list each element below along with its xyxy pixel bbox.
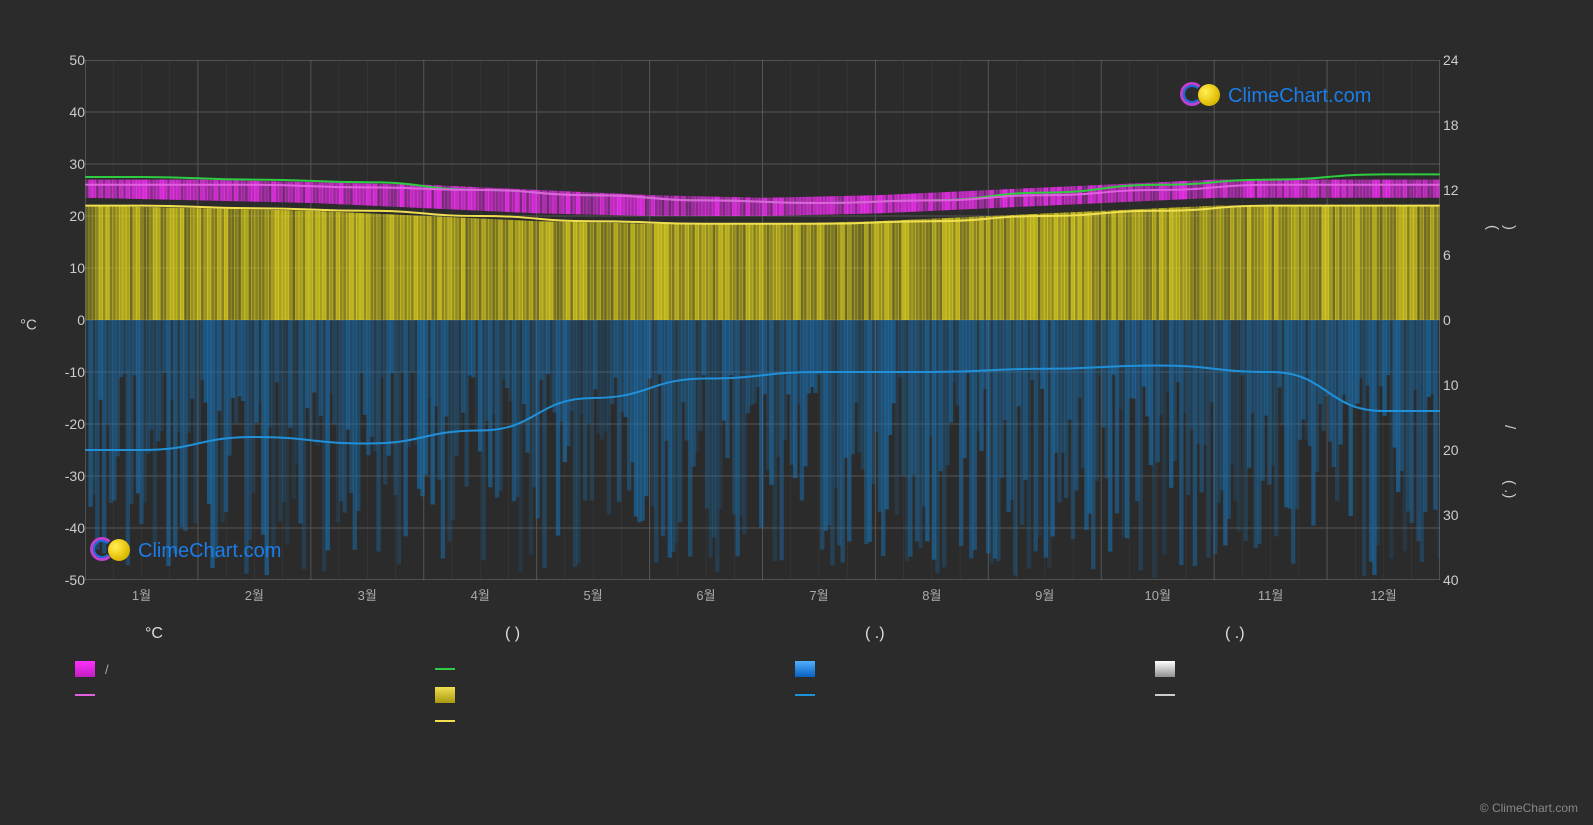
y-tick-right-bottom: 40 bbox=[1443, 572, 1478, 588]
legend-row bbox=[75, 713, 1515, 729]
copyright: © ClimeChart.com bbox=[1480, 801, 1578, 815]
chart-plot-area bbox=[85, 60, 1440, 580]
legend-item bbox=[795, 687, 1155, 703]
legend-swatch bbox=[795, 661, 815, 677]
climechart-logo-icon bbox=[90, 537, 132, 565]
legend-header-item: ( .) bbox=[1155, 625, 1515, 643]
legend: °C ( ) ( .) ( .) / bbox=[75, 625, 1515, 739]
watermark-text: ClimeChart.com bbox=[1228, 85, 1371, 108]
x-tick: 11월 bbox=[1258, 585, 1283, 604]
legend-item: / bbox=[75, 661, 435, 677]
legend-item bbox=[435, 661, 795, 677]
legend-line bbox=[75, 694, 95, 696]
chart-svg bbox=[85, 60, 1440, 580]
legend-item bbox=[1155, 661, 1515, 677]
y-tick-left: 50 bbox=[45, 52, 85, 68]
y-tick-right-top: 6 bbox=[1443, 247, 1478, 263]
legend-header-item: °C bbox=[75, 625, 435, 643]
y-tick-right-top: 18 bbox=[1443, 117, 1478, 133]
x-tick: 6월 bbox=[696, 585, 715, 604]
legend-row: / bbox=[75, 661, 1515, 677]
legend-line bbox=[435, 720, 455, 722]
y-tick-right-top: 24 bbox=[1443, 52, 1478, 68]
x-tick: 8월 bbox=[922, 585, 941, 604]
legend-item bbox=[75, 713, 435, 729]
legend-header-item: ( ) bbox=[435, 625, 795, 643]
watermark-text: ClimeChart.com bbox=[138, 540, 281, 563]
legend-row bbox=[75, 687, 1515, 703]
y-axis-right-top: 24181260 bbox=[1443, 60, 1478, 320]
y-tick-left: 30 bbox=[45, 156, 85, 172]
legend-header-item: ( .) bbox=[795, 625, 1155, 643]
legend-label: / bbox=[105, 662, 109, 677]
legend-swatch bbox=[1155, 661, 1175, 677]
x-tick: 4월 bbox=[471, 585, 490, 604]
y-axis-right-top-label: ) ( bbox=[1484, 225, 1518, 230]
legend-item bbox=[795, 713, 1155, 729]
y-tick-left: -50 bbox=[45, 572, 85, 588]
legend-item bbox=[795, 661, 1155, 677]
legend-swatch bbox=[75, 661, 95, 677]
x-tick: 7월 bbox=[809, 585, 828, 604]
y-tick-left: 10 bbox=[45, 260, 85, 276]
legend-line bbox=[795, 694, 815, 696]
y-axis-right-bottom-label: / bbox=[1501, 425, 1518, 429]
legend-item bbox=[75, 687, 435, 703]
watermark-top: ClimeChart.com bbox=[1180, 82, 1371, 110]
y-tick-left: 40 bbox=[45, 104, 85, 120]
x-tick: 5월 bbox=[584, 585, 603, 604]
y-tick-right-top: 12 bbox=[1443, 182, 1478, 198]
legend-item bbox=[1155, 713, 1515, 729]
y-axis-right-bottom: 10203040 bbox=[1443, 320, 1478, 580]
y-tick-left: -40 bbox=[45, 520, 85, 536]
legend-line bbox=[435, 668, 455, 670]
y-tick-right-bottom: 30 bbox=[1443, 507, 1478, 523]
y-axis-left: 50403020100-10-20-30-40-50 bbox=[45, 60, 85, 580]
y-tick-left: -10 bbox=[45, 364, 85, 380]
legend-header: °C ( ) ( .) ( .) bbox=[75, 625, 1515, 643]
x-tick: 9월 bbox=[1035, 585, 1054, 604]
x-axis: 1월 2월 3월 4월 5월 6월 7월 8월 9월 10월 11월 12월 bbox=[85, 585, 1440, 605]
x-tick: 1월 bbox=[132, 585, 151, 604]
legend-item bbox=[1155, 687, 1515, 703]
legend-swatch bbox=[435, 687, 455, 703]
legend-item bbox=[435, 713, 795, 729]
y-tick-right-bottom: 10 bbox=[1443, 377, 1478, 393]
y-axis-left-label: °C bbox=[20, 317, 37, 334]
y-tick-left: 0 bbox=[45, 312, 85, 328]
y-tick-right-bottom: 20 bbox=[1443, 442, 1478, 458]
legend-item bbox=[435, 687, 795, 703]
y-axis-right-bottom-symbol: ( .) bbox=[1501, 480, 1518, 498]
y-tick-left: -30 bbox=[45, 468, 85, 484]
y-tick-left: -20 bbox=[45, 416, 85, 432]
climechart-logo-icon bbox=[1180, 82, 1222, 110]
watermark-bottom: ClimeChart.com bbox=[90, 537, 281, 565]
x-tick: 12월 bbox=[1370, 585, 1396, 604]
x-tick: 10월 bbox=[1144, 585, 1170, 604]
legend-line bbox=[1155, 694, 1175, 696]
x-tick: 2월 bbox=[245, 585, 264, 604]
x-tick: 3월 bbox=[358, 585, 377, 604]
y-tick-left: 20 bbox=[45, 208, 85, 224]
